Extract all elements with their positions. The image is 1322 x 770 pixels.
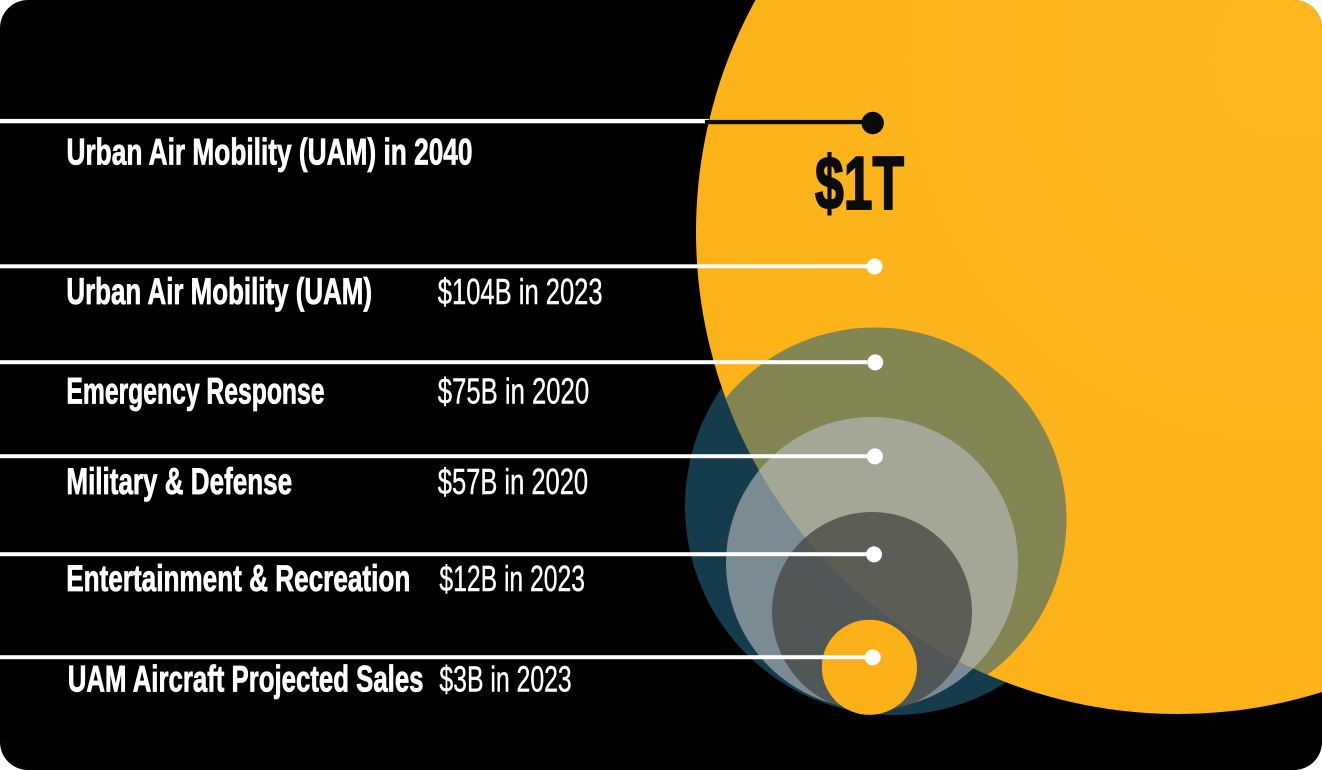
svg-text:Entertainment & Recreation: Entertainment & Recreation	[66, 558, 410, 599]
svg-text:$75B in 2020: $75B in 2020	[438, 370, 589, 411]
svg-text:Emergency Response: Emergency Response	[66, 370, 324, 411]
svg-text:Urban Air Mobility (UAM): Urban Air Mobility (UAM)	[66, 271, 372, 312]
svg-text:Military & Defense: Military & Defense	[66, 461, 292, 502]
svg-text:$57B in 2020: $57B in 2020	[438, 461, 588, 502]
svg-text:UAM Aircraft Projected Sales: UAM Aircraft Projected Sales	[68, 659, 424, 700]
svg-text:$3B in 2023: $3B in 2023	[439, 659, 571, 700]
svg-text:Urban Air Mobility (UAM) in 20: Urban Air Mobility (UAM) in 2040	[67, 131, 473, 172]
svg-text:$12B in 2023: $12B in 2023	[439, 558, 585, 599]
svg-text:$1T: $1T	[815, 141, 904, 225]
svg-text:$104B in 2023: $104B in 2023	[438, 271, 603, 312]
